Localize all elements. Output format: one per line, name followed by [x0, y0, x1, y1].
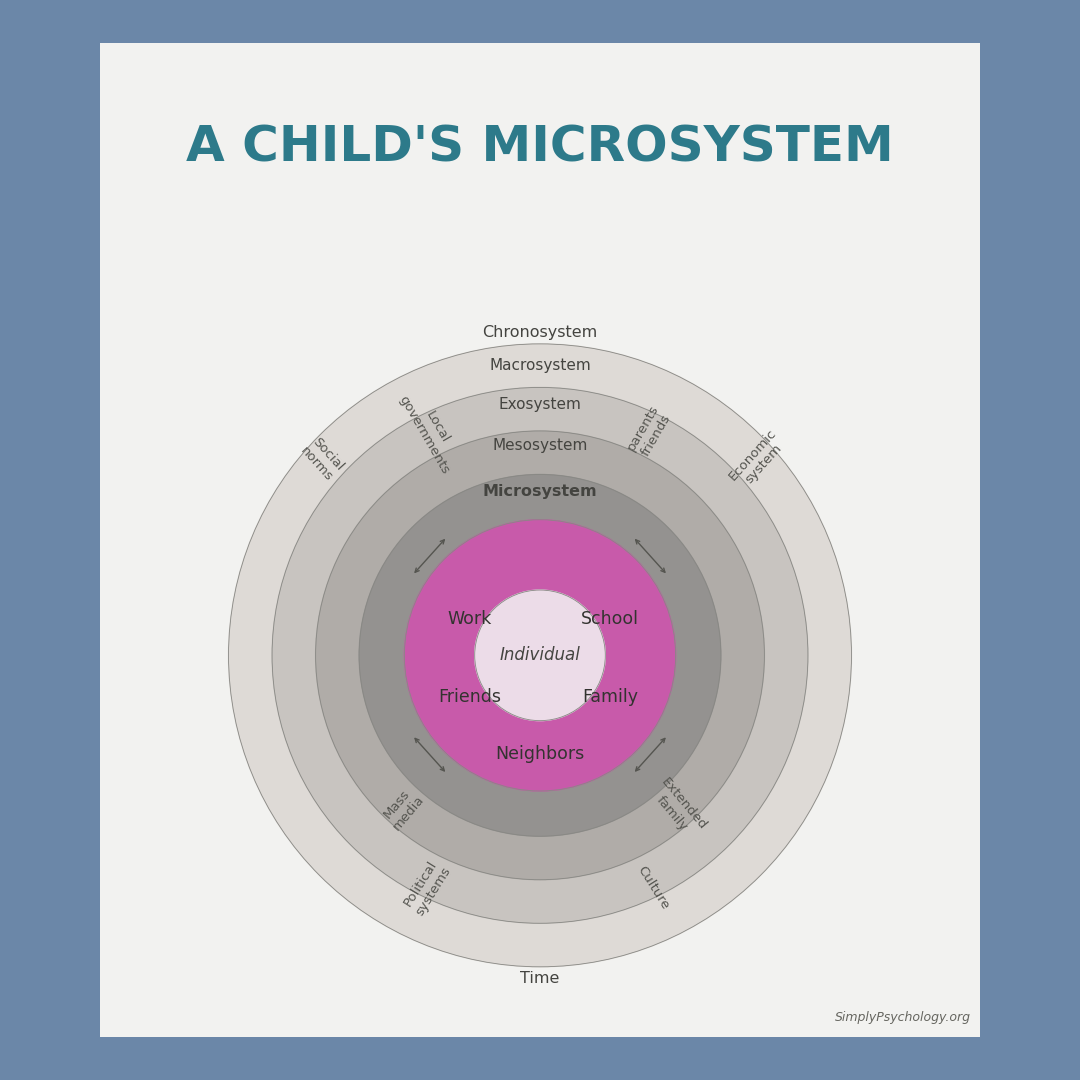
Text: Economic
system: Economic system: [726, 426, 789, 492]
Text: SimplyPsychology.org: SimplyPsychology.org: [835, 1011, 971, 1024]
Circle shape: [315, 431, 765, 880]
Text: Extended
family: Extended family: [647, 775, 708, 841]
Text: Social
norms: Social norms: [298, 434, 347, 484]
FancyArrowPatch shape: [415, 739, 444, 771]
Circle shape: [360, 474, 720, 836]
Text: Family: Family: [582, 688, 638, 706]
Text: Local
governments: Local governments: [396, 386, 464, 476]
Text: Exosystem: Exosystem: [499, 397, 581, 413]
Text: Political
systems: Political systems: [401, 858, 454, 918]
FancyArrowPatch shape: [415, 540, 444, 572]
Text: Work: Work: [447, 609, 491, 627]
FancyArrowPatch shape: [636, 540, 665, 572]
Text: Microsystem: Microsystem: [483, 484, 597, 499]
FancyArrowPatch shape: [636, 739, 665, 771]
Text: Mesosystem: Mesosystem: [492, 437, 588, 453]
Text: Neighbors: Neighbors: [496, 745, 584, 764]
Circle shape: [404, 519, 676, 791]
Circle shape: [229, 343, 851, 967]
Circle shape: [272, 388, 808, 923]
Text: parents
friends: parents friends: [624, 402, 674, 460]
Text: Time: Time: [521, 971, 559, 986]
Text: School: School: [581, 609, 639, 627]
Text: Macrosystem: Macrosystem: [489, 359, 591, 374]
Text: Friends: Friends: [438, 688, 501, 706]
Text: A CHILD'S MICROSYSTEM: A CHILD'S MICROSYSTEM: [186, 123, 894, 172]
Text: Individual: Individual: [500, 646, 580, 664]
Text: Chronosystem: Chronosystem: [483, 325, 597, 340]
Circle shape: [475, 590, 605, 720]
Text: Mass
media: Mass media: [378, 783, 427, 834]
Text: Culture: Culture: [635, 864, 672, 912]
